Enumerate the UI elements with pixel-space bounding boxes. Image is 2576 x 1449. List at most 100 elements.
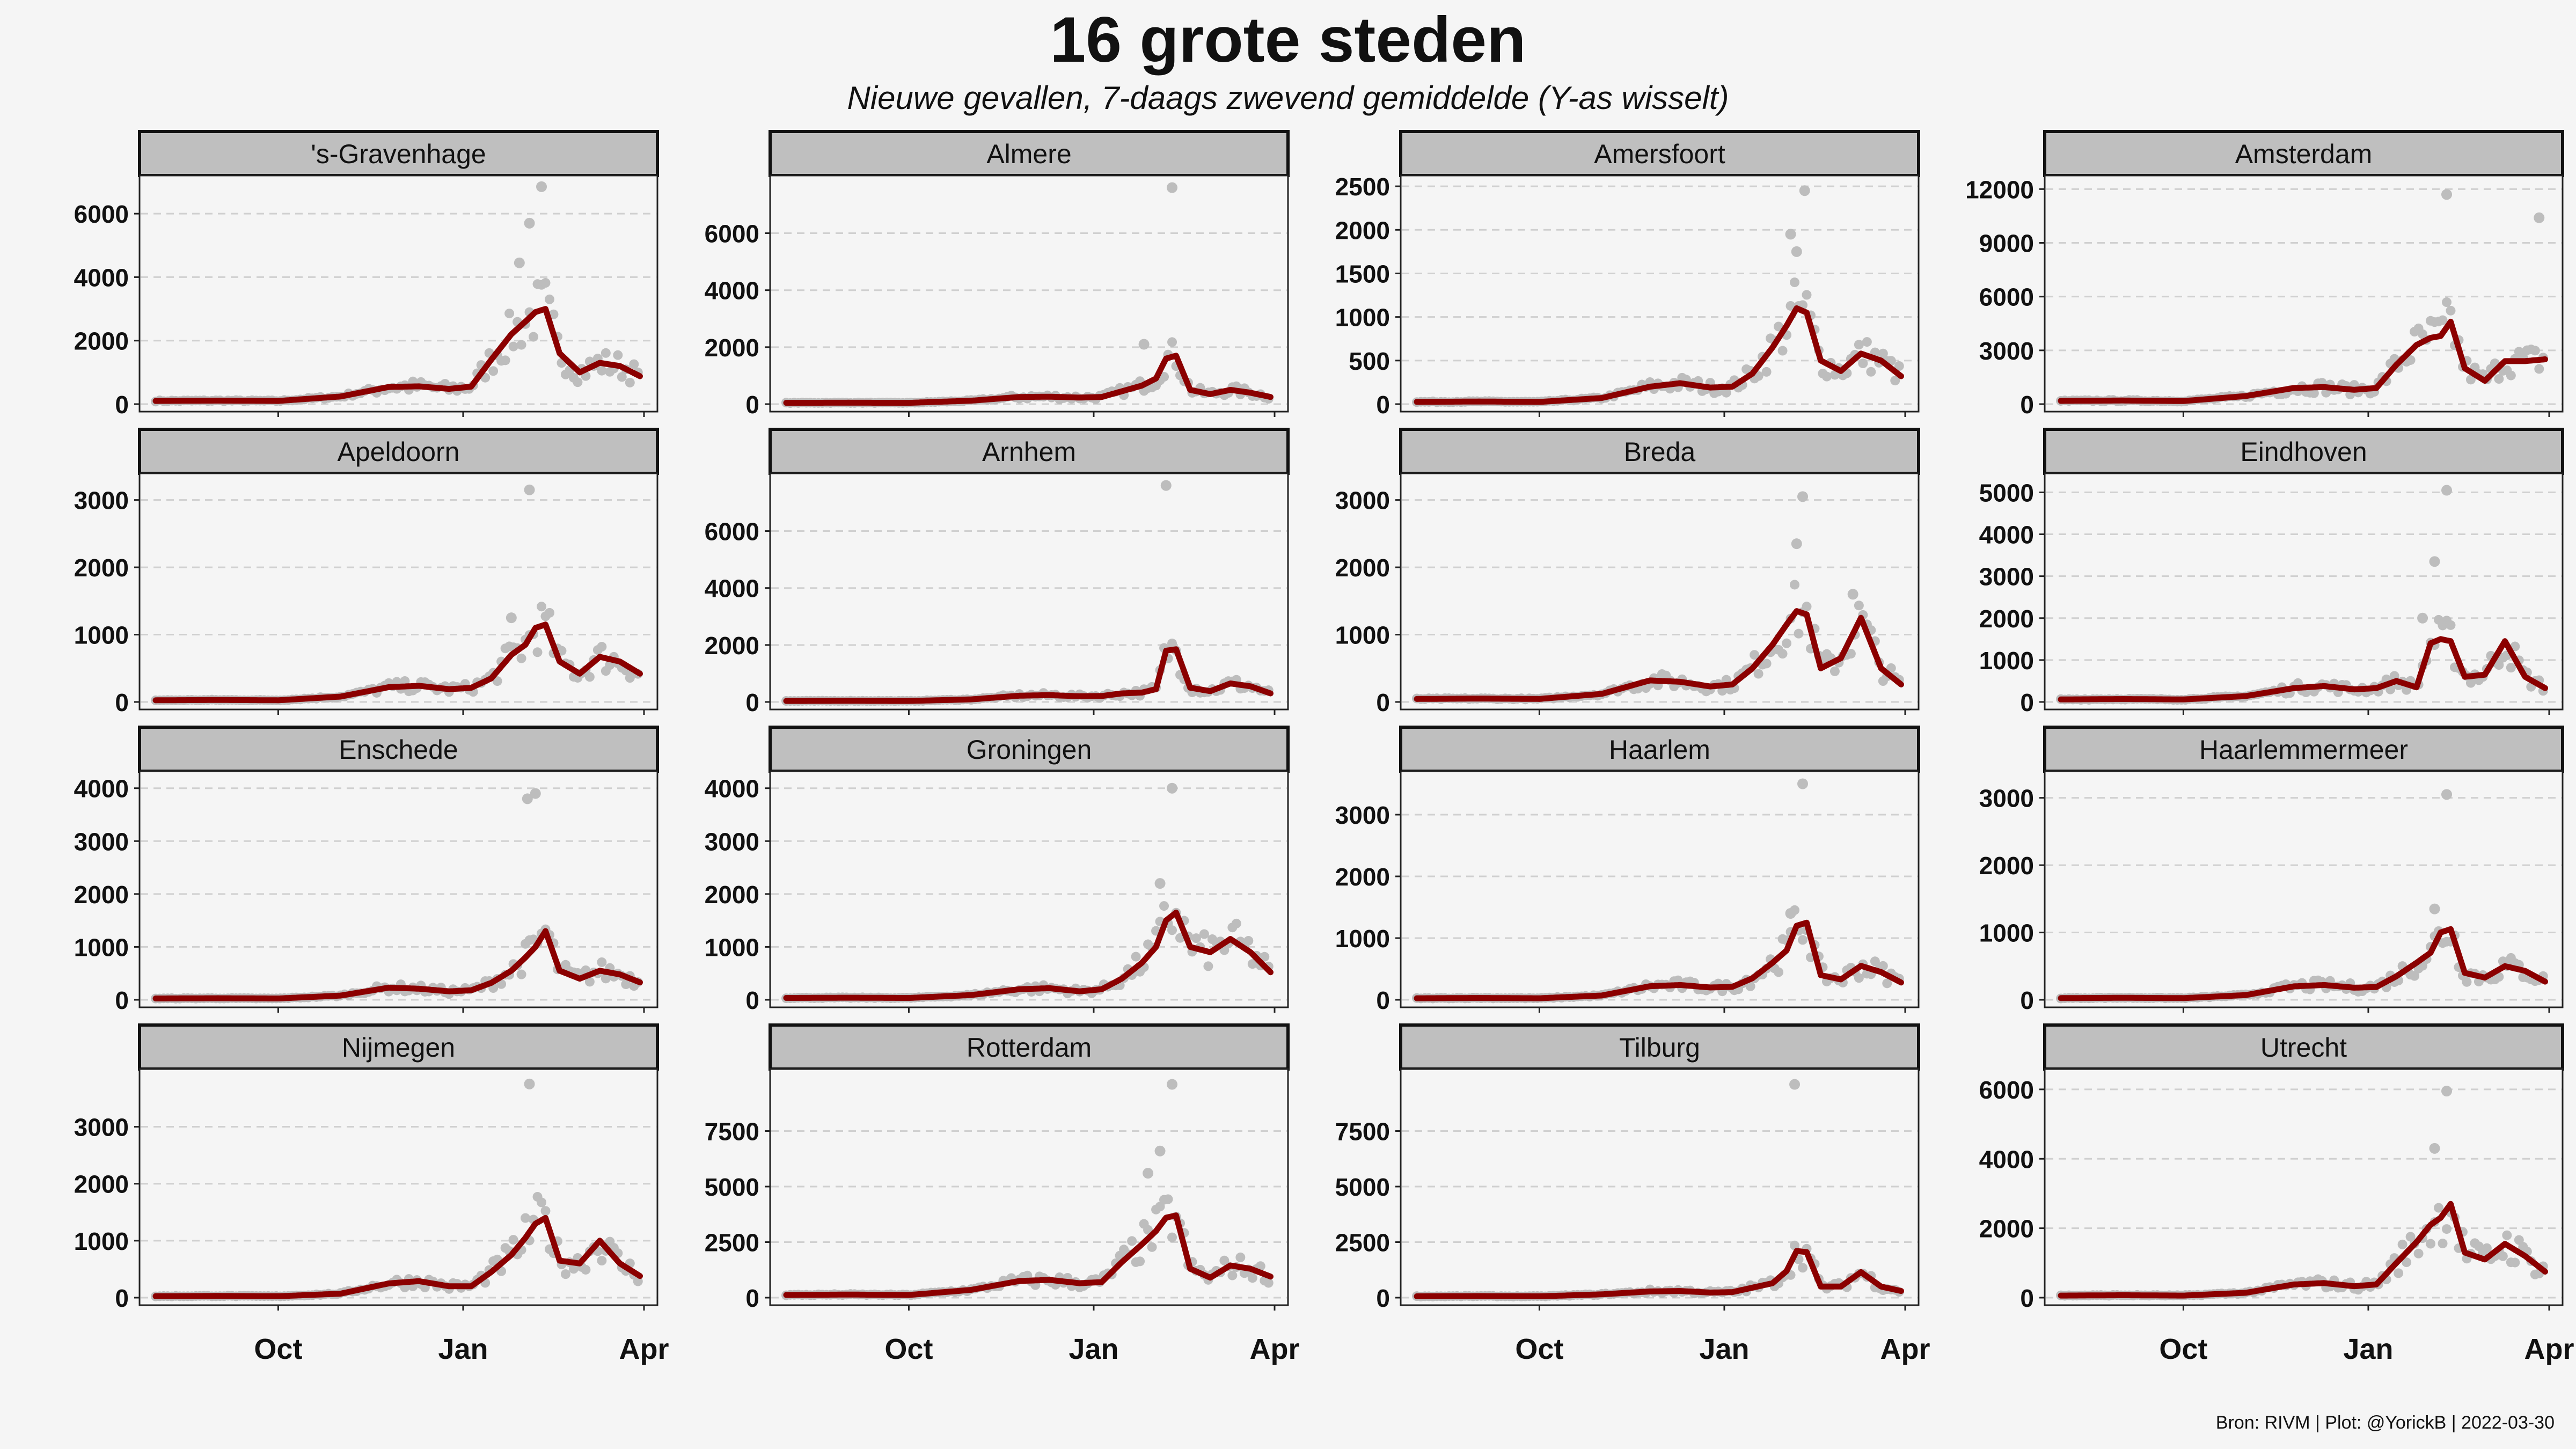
data-point xyxy=(1753,669,1763,679)
outlier-point xyxy=(1799,185,1810,196)
data-point xyxy=(508,1235,518,1245)
data-point xyxy=(2502,1230,2512,1240)
data-point xyxy=(1777,346,1788,356)
panel-plot-area xyxy=(1400,770,1920,1008)
panel-13: Rotterdam 0 2500 5000 7500 Oct Jan Apr xyxy=(705,1023,1300,1365)
panel-title: Eindhoven xyxy=(2240,437,2367,467)
panel-strip xyxy=(769,428,1290,475)
outlier-point xyxy=(2429,903,2440,914)
data-point xyxy=(1790,580,1800,590)
panel-14: Tilburg 0 2500 5000 7500 Oct Jan Apr xyxy=(1335,1023,1930,1365)
data-point xyxy=(1785,301,1796,311)
data-point xyxy=(2413,1248,2424,1258)
panel-title: Apeldoorn xyxy=(338,437,460,467)
y-tick-label: 12000 xyxy=(1965,175,2034,203)
outlier-point xyxy=(524,217,535,229)
data-point xyxy=(2530,346,2540,356)
panel-title: Arnhem xyxy=(982,437,1076,467)
panel-5: Arnhem 0 2000 4000 6000 xyxy=(705,428,1290,716)
data-point xyxy=(2494,972,2504,982)
chart-title: 16 grote steden xyxy=(1050,4,1526,76)
data-point xyxy=(2465,375,2476,385)
panel-title: Haarlemmermeer xyxy=(2199,735,2408,765)
data-point xyxy=(540,1206,551,1216)
outlier-point xyxy=(1847,589,1858,600)
y-tick-label: 2000 xyxy=(74,327,129,355)
y-tick-label: 0 xyxy=(1376,986,1390,1014)
panel-strip xyxy=(1399,726,1920,773)
panel-title: Amsterdam xyxy=(2235,139,2373,169)
data-point xyxy=(1886,663,1896,673)
data-point xyxy=(625,377,635,387)
data-point xyxy=(597,957,607,967)
data-point xyxy=(1782,638,1792,648)
series-line xyxy=(152,306,643,404)
outlier-point xyxy=(1167,782,1178,794)
panel-plot-area xyxy=(769,770,1289,1008)
y-tick-label: 1000 xyxy=(705,933,759,961)
data-point xyxy=(540,278,551,288)
series-line xyxy=(783,353,1274,406)
y-tick-label: 3000 xyxy=(1979,785,2034,813)
data-point xyxy=(1774,321,1784,332)
data-point xyxy=(544,608,554,618)
panel-strip xyxy=(1399,1023,1920,1071)
panel-title: Amersfoort xyxy=(1594,139,1725,169)
series-line xyxy=(783,1212,1274,1298)
data-point xyxy=(1721,387,1731,398)
data-point xyxy=(560,1269,570,1279)
data-point xyxy=(629,359,639,369)
data-point xyxy=(1802,602,1812,612)
data-point xyxy=(1761,367,1772,377)
series-line xyxy=(152,621,643,704)
y-tick-label: 7500 xyxy=(1335,1118,1390,1146)
y-tick-label: 6000 xyxy=(1979,1076,2034,1104)
data-point xyxy=(1790,277,1800,288)
data-point xyxy=(2434,1203,2444,1213)
outlier-point xyxy=(2441,1086,2453,1097)
data-point xyxy=(2438,1239,2448,1249)
data-point xyxy=(548,309,559,319)
data-point xyxy=(2402,1257,2412,1268)
panel-1: Almere 0 2000 4000 6000 xyxy=(705,130,1290,419)
data-point xyxy=(1854,601,1864,611)
outlier-point xyxy=(2429,556,2440,567)
data-point xyxy=(2446,305,2456,316)
y-tick-label: 1000 xyxy=(1335,304,1390,332)
data-point xyxy=(1263,1278,1274,1288)
panel-strip xyxy=(769,1023,1290,1071)
y-tick-label: 0 xyxy=(1376,391,1390,419)
y-tick-label: 9000 xyxy=(1979,230,2034,258)
data-point xyxy=(1846,649,1856,659)
data-point xyxy=(2309,388,2319,398)
series-line xyxy=(152,1214,643,1299)
panel-4: Apeldoorn 0 1000 2000 3000 xyxy=(74,428,659,716)
series-line xyxy=(783,909,1274,1001)
data-point xyxy=(584,672,595,682)
x-tick-label: Oct xyxy=(1515,1333,1563,1365)
x-tick-label: Apr xyxy=(1250,1333,1300,1365)
data-point xyxy=(1131,952,1141,962)
y-tick-label: 2000 xyxy=(1335,863,1390,891)
data-point xyxy=(516,653,526,663)
outlier-point xyxy=(1789,1079,1801,1090)
series-line xyxy=(2058,636,2548,702)
data-point xyxy=(621,979,631,990)
series-line xyxy=(1414,1248,1904,1299)
y-tick-label: 1000 xyxy=(1979,647,2034,675)
outlier-point xyxy=(1138,339,1150,350)
outlier-point xyxy=(1154,1145,1166,1157)
data-point xyxy=(2462,977,2472,987)
data-point xyxy=(1199,929,1209,939)
data-point xyxy=(504,309,515,319)
series-line xyxy=(2058,1201,2548,1299)
y-tick-label: 0 xyxy=(1376,689,1390,716)
y-tick-label: 2000 xyxy=(1979,605,2034,633)
data-point xyxy=(1878,961,1888,971)
data-point xyxy=(2394,1268,2404,1278)
panel-plot-area xyxy=(138,174,658,413)
data-point xyxy=(1167,638,1177,648)
y-tick-label: 4000 xyxy=(1979,1145,2034,1173)
data-point xyxy=(1821,371,1832,382)
y-tick-label: 2000 xyxy=(74,881,129,909)
